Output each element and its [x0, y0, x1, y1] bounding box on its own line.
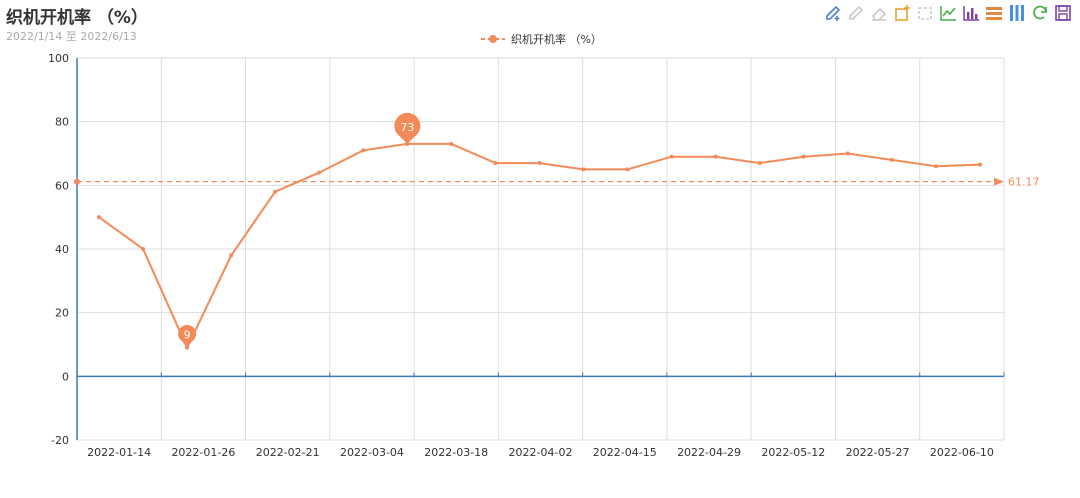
data-point — [449, 141, 454, 146]
x-tick-label: 2022-04-02 — [509, 446, 573, 459]
y-tick-label: 100 — [48, 52, 69, 65]
data-point — [757, 161, 762, 166]
pencil-icon[interactable] — [847, 4, 865, 22]
mark-pin — [178, 324, 197, 348]
x-tick-label: 2022-03-04 — [340, 446, 404, 459]
data-point — [273, 189, 278, 194]
x-tick-label: 2022-06-10 — [930, 446, 994, 459]
tiled-icon[interactable] — [1008, 4, 1026, 22]
rect-icon[interactable] — [916, 4, 934, 22]
mark-point-label: 9 — [184, 329, 191, 342]
data-point — [713, 154, 718, 159]
legend-marker — [489, 35, 497, 43]
data-point — [229, 253, 234, 258]
data-point — [361, 148, 366, 153]
mark-pin — [394, 112, 421, 144]
toolbox — [824, 4, 1072, 22]
data-point — [493, 161, 498, 166]
rect-add-icon[interactable] — [893, 4, 911, 22]
x-tick-label: 2022-05-12 — [761, 446, 825, 459]
y-tick-label: 60 — [55, 179, 69, 192]
restore-icon[interactable] — [1031, 4, 1049, 22]
save-icon[interactable] — [1054, 4, 1072, 22]
data-point — [581, 167, 586, 172]
data-point — [317, 170, 322, 175]
data-point — [933, 164, 938, 169]
data-point — [625, 167, 630, 172]
chart-subtitle: 2022/1/14 至 2022/6/13 — [6, 30, 137, 43]
legend-label: 织机开机率 （%） — [511, 32, 602, 46]
legend: 织机开机率 （%） — [481, 32, 602, 46]
chart-title: 织机开机率 （%） — [6, 8, 148, 28]
data-point — [978, 162, 982, 167]
series-line — [98, 142, 981, 349]
y-tick-label: 80 — [55, 116, 69, 129]
pencil-add-icon[interactable] — [824, 4, 842, 22]
y-tick-label: 0 — [62, 370, 69, 383]
x-tick-label: 2022-02-21 — [256, 446, 320, 459]
x-tick-label: 2022-03-18 — [424, 446, 488, 459]
x-tick-label: 2022-01-14 — [87, 446, 151, 459]
data-point — [141, 247, 146, 251]
y-tick-label: 40 — [55, 243, 69, 256]
data-point — [97, 215, 101, 220]
average-line-start-point — [74, 178, 80, 185]
data-point — [801, 154, 806, 159]
line-chart-icon[interactable] — [939, 4, 957, 22]
x-tick-label: 2022-05-27 — [846, 446, 910, 459]
x-tick-label: 2022-04-15 — [593, 446, 657, 459]
y-tick-label: 20 — [55, 307, 69, 320]
bar-chart-icon[interactable] — [962, 4, 980, 22]
min-mark-point: 9 — [178, 324, 197, 348]
x-tick-label: 2022-04-29 — [677, 446, 741, 459]
eraser-icon[interactable] — [870, 4, 888, 22]
average-line-label: 61.17 — [1008, 176, 1040, 189]
max-mark-point: 73 — [394, 112, 421, 144]
y-tick-label: -20 — [51, 434, 69, 447]
data-point — [669, 154, 674, 159]
mark-point-label: 73 — [400, 121, 414, 134]
data-point — [889, 157, 894, 162]
stack-icon[interactable] — [985, 4, 1003, 22]
average-line-arrow — [994, 177, 1004, 186]
data-point — [845, 151, 850, 156]
x-tick-label: 2022-01-26 — [171, 446, 235, 459]
data-point — [537, 161, 542, 166]
